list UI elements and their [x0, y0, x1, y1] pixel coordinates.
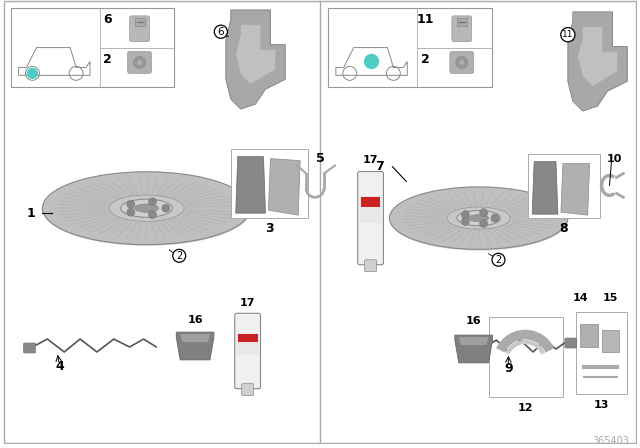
FancyBboxPatch shape	[358, 172, 383, 265]
Circle shape	[148, 211, 156, 219]
Polygon shape	[580, 324, 598, 347]
Ellipse shape	[121, 199, 172, 217]
FancyBboxPatch shape	[242, 383, 253, 396]
FancyBboxPatch shape	[328, 8, 492, 87]
Circle shape	[480, 209, 488, 217]
Text: 1: 1	[26, 207, 35, 220]
Ellipse shape	[109, 195, 184, 221]
FancyBboxPatch shape	[457, 18, 467, 26]
FancyBboxPatch shape	[450, 52, 474, 73]
FancyBboxPatch shape	[127, 52, 152, 73]
Text: 16: 16	[466, 316, 481, 326]
Circle shape	[136, 60, 143, 65]
Circle shape	[28, 69, 38, 78]
Polygon shape	[226, 10, 285, 109]
FancyBboxPatch shape	[360, 196, 381, 223]
Polygon shape	[532, 162, 558, 214]
FancyBboxPatch shape	[528, 154, 600, 218]
Circle shape	[456, 56, 468, 69]
Ellipse shape	[42, 172, 251, 245]
FancyBboxPatch shape	[237, 334, 257, 342]
Text: 5: 5	[316, 152, 324, 165]
Text: 6: 6	[104, 13, 112, 26]
Circle shape	[491, 214, 499, 222]
Polygon shape	[568, 12, 627, 111]
Text: 7: 7	[375, 160, 384, 173]
Text: 2: 2	[495, 255, 502, 265]
Text: 11: 11	[562, 30, 573, 39]
Text: 4: 4	[56, 360, 65, 373]
Text: 2: 2	[420, 53, 429, 66]
FancyBboxPatch shape	[4, 1, 636, 443]
FancyBboxPatch shape	[11, 8, 174, 87]
FancyBboxPatch shape	[134, 18, 145, 26]
Text: 17: 17	[363, 155, 378, 164]
Text: 6: 6	[218, 27, 224, 37]
Text: 9: 9	[504, 362, 513, 375]
FancyBboxPatch shape	[237, 333, 259, 354]
Ellipse shape	[457, 211, 500, 226]
Circle shape	[461, 218, 469, 225]
FancyBboxPatch shape	[361, 197, 380, 207]
Text: 12: 12	[518, 404, 533, 414]
Text: 2: 2	[176, 251, 182, 261]
Polygon shape	[180, 334, 210, 342]
Circle shape	[127, 200, 135, 208]
Ellipse shape	[389, 187, 568, 250]
Text: 10: 10	[607, 154, 622, 164]
Polygon shape	[459, 337, 488, 345]
Polygon shape	[268, 159, 300, 215]
Text: 14: 14	[573, 293, 589, 303]
FancyBboxPatch shape	[365, 260, 376, 271]
Ellipse shape	[447, 207, 510, 229]
Text: 15: 15	[603, 293, 618, 303]
FancyBboxPatch shape	[24, 343, 35, 353]
Polygon shape	[455, 335, 493, 363]
FancyBboxPatch shape	[231, 149, 308, 218]
Circle shape	[148, 198, 156, 206]
Polygon shape	[602, 330, 620, 352]
Circle shape	[127, 208, 135, 216]
Text: 13: 13	[594, 401, 609, 410]
Ellipse shape	[468, 215, 488, 222]
Polygon shape	[176, 332, 214, 360]
Polygon shape	[236, 25, 275, 84]
Polygon shape	[236, 157, 266, 213]
FancyBboxPatch shape	[488, 317, 563, 396]
Text: 17: 17	[240, 298, 255, 308]
FancyBboxPatch shape	[130, 16, 150, 42]
Circle shape	[459, 60, 465, 65]
Circle shape	[134, 56, 145, 69]
Text: 365403: 365403	[593, 436, 629, 446]
Ellipse shape	[134, 204, 158, 212]
Polygon shape	[578, 27, 618, 86]
Text: 8: 8	[559, 221, 568, 235]
Text: 3: 3	[265, 221, 274, 235]
FancyBboxPatch shape	[576, 312, 627, 394]
Text: 16: 16	[188, 315, 203, 325]
FancyBboxPatch shape	[452, 16, 472, 42]
Circle shape	[480, 220, 488, 228]
FancyBboxPatch shape	[235, 313, 260, 389]
Circle shape	[162, 204, 170, 212]
FancyBboxPatch shape	[565, 338, 577, 348]
Circle shape	[461, 211, 469, 219]
Text: 2: 2	[104, 53, 112, 66]
Text: 11: 11	[417, 13, 434, 26]
Circle shape	[365, 55, 378, 69]
Polygon shape	[561, 164, 589, 215]
